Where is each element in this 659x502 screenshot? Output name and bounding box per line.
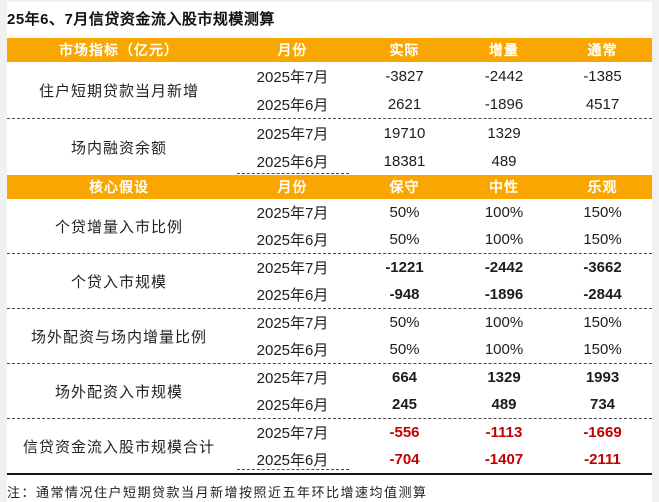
value-cell: -1113 [485,424,523,441]
month-cell: 2025年6月 [256,452,329,469]
value-cell: 50% [389,341,420,358]
row-label: 个贷入市规模 [70,273,167,291]
value-cell: 100% [484,204,524,221]
table-row-group: 场内融资余额 2025年7月 19710 1329 2025年6月 18381 489 [7,118,652,175]
month-cell: 2025年7月 [256,125,329,143]
value-cell [553,119,652,147]
value-cell: -1896 [484,95,524,113]
value-cell: 18381 [383,152,426,170]
value-cell: 1993 [585,369,620,386]
row-label: 个贷增量入市比例 [54,218,183,236]
value-cell: 664 [391,369,418,386]
value-cell: 19710 [383,124,426,142]
section-2-header-row: 核心假设 月份 保守 中性 乐观 [7,175,652,199]
month-cell: 2025年7月 [256,425,329,442]
month-column-dashed-divider-1 [237,173,349,174]
value-cell: 4517 [585,95,620,113]
value-cell: -1407 [484,451,524,468]
value-cell: 150% [583,204,622,221]
header-cell: 保守 [389,179,420,195]
header-cell: 乐观 [587,179,618,195]
value-cell: 1329 [487,369,521,386]
row-label: 场内融资余额 [70,139,167,157]
value-cell: 1329 [487,124,521,142]
section-1-body: 住户短期贷款当月新增 2025年7月 -3827 -2442 -1385 2025年6月 2… [7,62,652,175]
table-row-group: 信贷资金流入股市规模合计 2025年7月 -556 -1113 -1669 2025年6月… [7,418,652,473]
row-label: 信贷资金流入股市规模合计 [22,438,215,456]
estimation-table: 市场指标（亿元） 月份 实际 增量 通常住户短期贷款当月新增 2025年7月 -3827 -2… [7,38,652,475]
value-cell: -3662 [583,259,622,276]
value-cell: 150% [583,231,622,248]
section-1-header-row: 市场指标（亿元） 月份 实际 增量 通常 [7,38,652,62]
value-cell: -704 [389,451,420,468]
value-cell: -2844 [583,286,622,303]
value-cell: -2442 [484,259,524,276]
value-cell: 489 [491,152,517,170]
row-label: 场外配资入市规模 [54,383,183,401]
row-label: 住户短期贷款当月新增 [38,82,199,100]
value-cell: 2621 [387,95,422,113]
section-2-body: 个贷增量入市比例 2025年7月 50% 100% 150% 2025年6月 50% 100%… [7,199,652,475]
report-page: 25年6、7月信贷资金流入股市规模测算 市场指标（亿元） 月份 实际 增量 通常住户短期… [7,2,652,502]
month-cell: 2025年6月 [256,232,329,249]
header-cell: 增量 [489,42,519,58]
header-cell: 核心假设 [89,179,149,195]
month-cell: 2025年7月 [256,370,329,387]
table-row-group: 个贷增量入市比例 2025年7月 50% 100% 150% 2025年6月 50% 100%… [7,199,652,253]
value-cell: 489 [491,396,517,413]
value-cell: 150% [583,314,622,331]
value-cell: -1669 [583,424,622,441]
value-cell: -1385 [583,67,622,85]
header-cell: 实际 [389,42,420,58]
table-row-group: 住户短期贷款当月新增 2025年7月 -3827 -2442 -1385 2025年6月 2… [7,62,652,118]
value-cell: 100% [484,314,524,331]
month-cell: 2025年6月 [256,342,329,359]
value-cell: -2442 [484,67,524,85]
value-cell: 100% [484,231,524,248]
page-title: 25年6、7月信贷资金流入股市规模测算 [7,11,275,28]
value-cell: -1896 [484,286,524,303]
header-cell: 市场指标（亿元） [59,42,179,58]
row-label: 场外配资与场内增量比例 [30,328,207,346]
value-cell: 50% [389,204,420,221]
month-cell: 2025年6月 [256,287,329,304]
value-cell: -948 [389,286,420,303]
value-cell: -1221 [385,259,424,276]
month-cell: 2025年7月 [256,68,329,86]
header-cell: 中性 [489,179,519,195]
value-cell: -3827 [385,67,424,85]
month-column-dashed-divider-2 [237,469,349,470]
value-cell: 245 [391,396,418,413]
header-cell: 通常 [587,42,618,58]
value-cell: 50% [389,231,420,248]
value-cell: 50% [389,314,420,331]
table-row-group: 场外配资入市规模 2025年7月 664 1329 1993 2025年6月 245 489 7… [7,363,652,418]
month-cell: 2025年6月 [256,96,329,114]
month-cell: 2025年6月 [256,397,329,414]
value-cell: 734 [589,396,616,413]
month-cell: 2025年7月 [256,315,329,332]
month-cell: 2025年7月 [256,205,329,222]
month-cell: 2025年6月 [256,153,329,171]
header-cell: 月份 [277,179,308,195]
value-cell: -556 [389,424,420,441]
value-cell [553,147,652,175]
value-cell: 150% [583,341,622,358]
value-cell: 100% [484,341,524,358]
table-row-group: 个贷入市规模 2025年7月 -1221 -2442 -3662 2025年6月 -948 -… [7,253,652,308]
table-row-group: 场外配资与场内增量比例 2025年7月 50% 100% 150% 2025年6月 50% 1… [7,308,652,363]
value-cell: -2111 [584,451,621,468]
month-cell: 2025年7月 [256,260,329,277]
header-cell: 月份 [277,42,308,58]
footnote: 注：通常情况住户短期贷款当月新增按照近五年环比增速均值测算 [7,485,428,500]
